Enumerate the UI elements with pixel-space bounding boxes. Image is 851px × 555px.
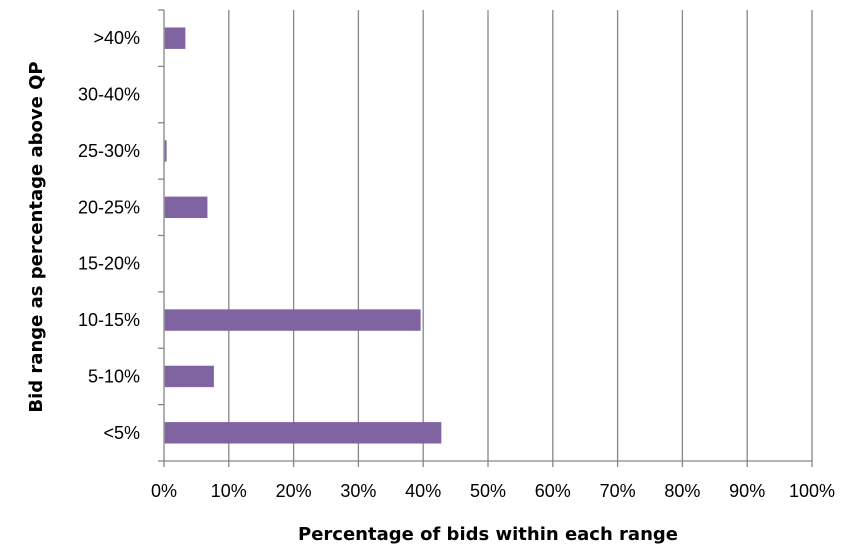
y-tick-labels: >40% 30-40% 25-30% 20-25% 15-20% 10-15% 5-10% <… (78, 28, 140, 443)
bars (164, 27, 442, 444)
y-tick-label: 5-10% (88, 366, 140, 386)
x-tick-labels: 0% 10% 20% 30% 40% 50% 60% 70% 80% 90% 100% (151, 481, 835, 501)
y-axis-title: Bid range as percentage above QP (26, 61, 47, 412)
x-tick-label: 30% (340, 481, 376, 501)
x-tick-label: 40% (405, 481, 441, 501)
bar (164, 140, 167, 162)
y-tick-label: 25-30% (78, 141, 140, 161)
y-tick-label: 20-25% (78, 197, 140, 217)
axes (158, 9, 813, 467)
x-tick-label: 80% (664, 481, 700, 501)
bar (164, 365, 214, 388)
y-tick-label: >40% (93, 28, 140, 48)
x-tick-label: 20% (276, 481, 312, 501)
x-tick-label: 90% (729, 481, 765, 501)
bar (164, 422, 442, 444)
x-tick-label: 50% (470, 481, 506, 501)
y-tick-label: <5% (103, 423, 140, 443)
bar (164, 27, 186, 49)
y-tick-label: 30-40% (78, 85, 140, 105)
x-tick-label: 60% (535, 481, 571, 501)
x-axis-title: Percentage of bids within each range (298, 524, 678, 545)
bar (164, 309, 421, 331)
bar (164, 196, 208, 219)
x-tick-label: 0% (151, 481, 177, 501)
y-tick-label: 10-15% (78, 310, 140, 330)
x-tick-label: 70% (600, 481, 636, 501)
x-tick-label: 100% (789, 481, 835, 501)
y-tick-label: 15-20% (78, 254, 140, 274)
x-tick-label: 10% (211, 481, 247, 501)
gridlines (228, 10, 813, 461)
